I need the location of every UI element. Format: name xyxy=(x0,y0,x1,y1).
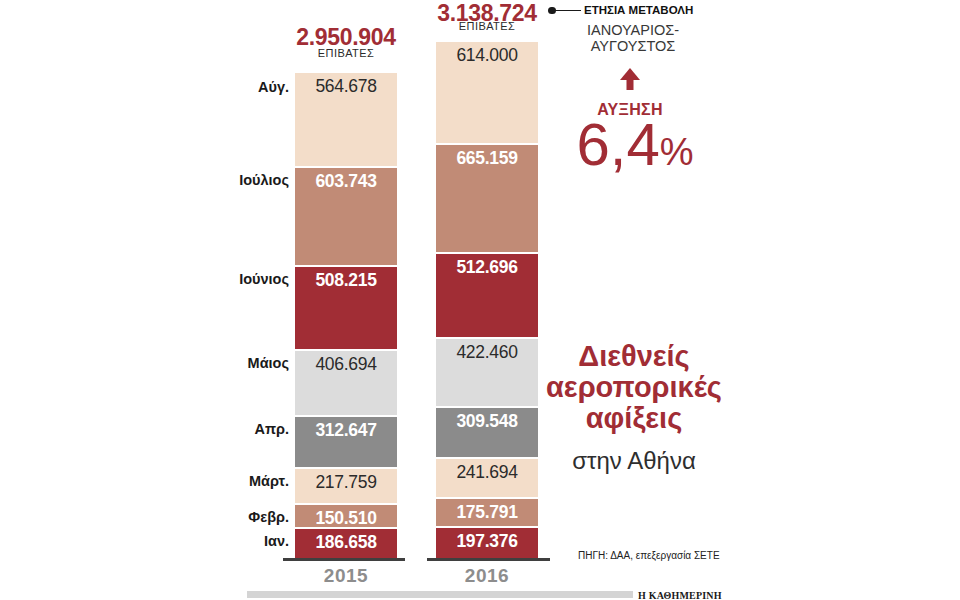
title-line-1: Διεθνείς xyxy=(534,341,734,372)
month-label-Μάρτ.: Μάρτ. xyxy=(209,474,289,489)
annual-change-period: ΙΑΝΟΥΑΡΙΟΣ-ΑΥΓΟΥΣΤΟΣ xyxy=(553,22,713,54)
segment-value: 175.791 xyxy=(436,499,538,522)
title-line-2: αεροπορικές xyxy=(534,372,734,403)
bar-segment-2015-Μάρτ.: 217.759 xyxy=(295,467,397,503)
month-label-Ιούνιος: Ιούνιος xyxy=(209,272,289,287)
bar-segment-2016-Μάρτ.: 241.694 xyxy=(436,457,538,497)
up-arrow-icon xyxy=(620,68,640,90)
year-label-2016: 2016 xyxy=(436,565,538,587)
bar-segment-2015-Μάιος: 406.694 xyxy=(295,349,397,416)
brand-logo: Η ΚΑΘΗΜΕΡΙΝΗ xyxy=(638,590,722,600)
bar-segment-2016-Ιούνιος: 512.696 xyxy=(436,252,538,336)
month-label-Ιούλιος: Ιούλιος xyxy=(209,173,289,188)
segment-value: 186.658 xyxy=(295,529,397,552)
segment-value: 422.460 xyxy=(436,339,538,362)
segment-value: 603.743 xyxy=(295,168,397,191)
bar-segment-2016-Ιούλιος: 665.159 xyxy=(436,143,538,252)
segment-value: 665.159 xyxy=(436,145,538,168)
axis-baseline-2016 xyxy=(427,558,550,561)
pct-value: 6,4% xyxy=(545,115,725,175)
title-line-3: αφίξεις xyxy=(534,403,734,434)
period-line2: ΑΥΓΟΥΣΤΟΣ xyxy=(591,38,676,54)
segment-value: 406.694 xyxy=(295,351,397,374)
year-label-2015: 2015 xyxy=(295,565,397,587)
pct-number: 6,4 xyxy=(576,111,659,178)
bar-segment-2015-Απρ.: 312.647 xyxy=(295,415,397,466)
bar-segment-2016-Ιαν.: 197.376 xyxy=(436,526,538,558)
bar-segment-2016-Αύγ.: 614.000 xyxy=(436,42,538,143)
segment-value: 241.694 xyxy=(436,459,538,482)
source-note: ΠΗΓΗ: ΔΑΑ, επεξεργασία ΣΕΤΕ xyxy=(578,550,720,561)
bar-segment-2016-Απρ.: 309.548 xyxy=(436,406,538,457)
segment-value: 312.647 xyxy=(295,417,397,440)
total-2015-unit: ΕΠΙΒΑΤΕΣ xyxy=(246,47,446,59)
footer-rule xyxy=(247,591,633,598)
callout-line xyxy=(555,10,581,12)
pct-sign: % xyxy=(660,131,694,173)
month-label-Μάιος: Μάιος xyxy=(209,356,289,371)
axis-baseline-2015 xyxy=(283,558,405,561)
segment-value: 508.215 xyxy=(295,267,397,290)
chart-title: Διεθνείς αεροπορικές αφίξεις στην Αθήνα xyxy=(534,341,734,475)
month-label-Φεβρ.: Φεβρ. xyxy=(209,510,289,525)
bar-segment-2016-Μάιος: 422.460 xyxy=(436,337,538,406)
segment-value: 197.376 xyxy=(436,528,538,551)
segment-value: 309.548 xyxy=(436,408,538,431)
segment-value: 614.000 xyxy=(436,42,538,65)
bar-segment-2015-Αύγ.: 564.678 xyxy=(295,73,397,166)
segment-value: 217.759 xyxy=(295,469,397,492)
period-line1: ΙΑΝΟΥΑΡΙΟΣ- xyxy=(587,22,679,38)
bar-segment-2015-Φεβρ.: 150.510 xyxy=(295,503,397,528)
segment-value: 512.696 xyxy=(436,254,538,277)
annual-change-heading: ΕΤΗΣΙΑ ΜΕΤΑΒΟΛΗ xyxy=(584,4,693,16)
bar-segment-2015-Ιούλιος: 603.743 xyxy=(295,166,397,265)
chart-subtitle: στην Αθήνα xyxy=(534,447,734,475)
segment-value: 150.510 xyxy=(295,505,397,528)
month-label-Αύγ.: Αύγ. xyxy=(209,80,289,95)
bar-segment-2016-Φεβρ.: 175.791 xyxy=(436,497,538,526)
month-label-Ιαν.: Ιαν. xyxy=(209,534,289,549)
bar-segment-2015-Ιαν.: 186.658 xyxy=(295,527,397,558)
month-label-Απρ.: Απρ. xyxy=(209,422,289,437)
bar-segment-2015-Ιούνιος: 508.215 xyxy=(295,265,397,349)
segment-value: 564.678 xyxy=(295,73,397,96)
